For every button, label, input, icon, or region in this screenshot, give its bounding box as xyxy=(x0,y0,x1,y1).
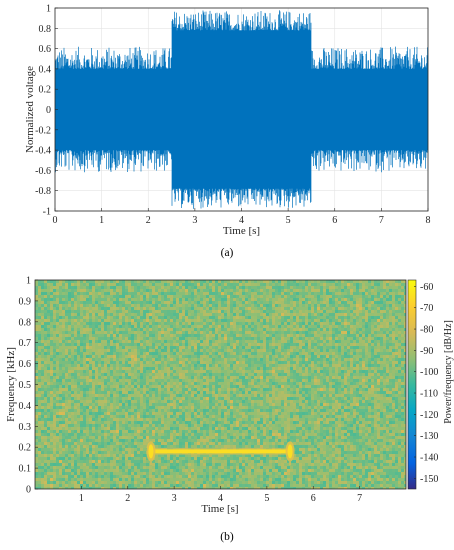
chart-b-tone-edge-1 xyxy=(287,444,293,459)
chart-a-y-axis-label: Normalized voltage xyxy=(24,66,36,153)
chart-b-noise-0 xyxy=(35,280,406,489)
chart-a-y-tick-label-5: 0 xyxy=(46,105,51,116)
chart-b-caption: (b) xyxy=(220,531,234,543)
chart-a-x-tick-label-7: 7 xyxy=(379,215,384,226)
chart-b-noise-1 xyxy=(35,280,406,489)
chart-b-y-tick-label-10: 1 xyxy=(26,276,31,287)
chart-a-y-tick-label-6: 0.2 xyxy=(39,85,52,96)
chart-b-y-tick-label-3: 0.3 xyxy=(19,422,32,433)
chart-b-tone-edge-0 xyxy=(148,444,154,459)
chart-a-x-tick-label-0: 0 xyxy=(53,215,58,226)
colorbar-tick-label-3: -90 xyxy=(420,346,433,357)
chart-b-x-tick-label-1: 2 xyxy=(125,493,130,504)
chart-a-x-ticks: 0 1 2 3 4 5 6 7 8 xyxy=(53,208,431,226)
chart-b-y-tick-label-4: 0.4 xyxy=(19,401,32,412)
chart-b-noise-5 xyxy=(35,280,406,489)
chart-b-y-tick-label-0: 0 xyxy=(26,485,31,496)
colorbar-tick-label-7: -130 xyxy=(420,431,438,442)
chart-a-y-tick-label-8: 0.6 xyxy=(39,44,52,55)
chart-b-spectrogram: 0 0.1 0.2 0.3 0.4 0.5 0.6 0.7 0.8 0.9 1 1 2 3 4 5 6 7 Ti… xyxy=(5,276,454,544)
chart-b-x-tick-label-2: 3 xyxy=(172,493,177,504)
chart-b-heatmap xyxy=(35,280,406,489)
chart-b-x-tick-label-5: 6 xyxy=(311,493,316,504)
chart-a-y-tick-label-2: -0.6 xyxy=(35,166,51,177)
colorbar-label: Power/frequency [dB/Hz] xyxy=(443,320,454,424)
colorbar-tick-label-8: -140 xyxy=(420,453,438,464)
chart-b-y-ticks: 0 0.1 0.2 0.3 0.4 0.5 0.6 0.7 0.8 0.9 1 xyxy=(19,276,38,496)
chart-a-y-tick-label-7: 0.4 xyxy=(39,64,52,75)
colorbar-tick-label-9: -150 xyxy=(420,474,438,485)
colorbar-tick-label-1: -70 xyxy=(420,303,433,314)
chart-b-noise-6 xyxy=(35,280,406,489)
chart-a-x-tick-label-4: 4 xyxy=(239,215,244,226)
chart-a-waveform-series xyxy=(55,10,428,209)
chart-a-x-tick-label-5: 5 xyxy=(286,215,291,226)
chart-b-x-tick-label-3: 4 xyxy=(218,493,223,504)
colorbar-tick-label-2: -80 xyxy=(420,325,433,336)
chart-b-y-axis-label: Frequency [kHz] xyxy=(5,347,17,422)
colorbar xyxy=(407,279,417,490)
chart-b-y-tick-label-2: 0.2 xyxy=(19,443,32,454)
chart-a-x-tick-label-8: 8 xyxy=(426,215,431,226)
colorbar-tick-label-0: -60 xyxy=(420,282,433,293)
chart-b-noise-14 xyxy=(35,280,406,489)
chart-a-x-tick-label-1: 1 xyxy=(99,215,104,226)
chart-b-y-tick-label-1: 0.1 xyxy=(19,464,32,475)
chart-b-y-tick-label-5: 0.5 xyxy=(19,380,32,391)
chart-b-tone-line xyxy=(150,449,291,454)
chart-b-tone-edge-tail-0 xyxy=(149,460,152,466)
chart-b-noise-22 xyxy=(62,283,404,489)
chart-b-noise-19 xyxy=(38,283,406,489)
chart-b-tone xyxy=(146,441,295,466)
chart-b-tone-edge-tail-1 xyxy=(289,460,292,466)
chart-a-series-line xyxy=(55,10,428,209)
chart-a-y-tick-label-1: -0.8 xyxy=(35,186,51,197)
chart-a-y-tick-label-9: 0.8 xyxy=(39,24,52,35)
chart-a-x-tick-label-6: 6 xyxy=(332,215,337,226)
chart-a-y-ticks: -1 -0.8 -0.6 -0.4 -0.2 0 0.2 0.4 0.6 0.8 1 xyxy=(35,4,58,218)
chart-b-y-tick-label-6: 0.6 xyxy=(19,359,32,370)
chart-b-y-tick-label-9: 0.9 xyxy=(19,296,32,307)
chart-b-x-tick-label-4: 5 xyxy=(264,493,269,504)
chart-b-x-ticks: 1 2 3 4 5 6 7 xyxy=(79,486,362,504)
chart-a-waveform: -1 -0.8 -0.6 -0.4 -0.2 0 0.2 0.4 0.6 0.8 1 0 1 2 3 4 5 6… xyxy=(24,4,431,260)
chart-b-x-tick-label-6: 7 xyxy=(357,493,362,504)
chart-a-caption: (a) xyxy=(221,247,234,259)
chart-a-y-tick-label-10: 1 xyxy=(46,4,51,15)
colorbar-tick-label-5: -110 xyxy=(420,389,438,400)
chart-b-y-tick-label-8: 0.8 xyxy=(19,317,32,328)
chart-b-x-tick-label-0: 1 xyxy=(79,493,84,504)
chart-a-y-tick-label-0: -1 xyxy=(43,207,51,218)
chart-a-x-tick-label-3: 3 xyxy=(192,215,197,226)
chart-b-noise-7 xyxy=(35,280,406,489)
colorbar-tick-label-4: -100 xyxy=(420,367,438,378)
chart-b-x-axis-label: Time [s] xyxy=(201,503,238,515)
chart-b-noise-8 xyxy=(35,280,406,489)
chart-b-noise-2 xyxy=(35,280,406,489)
chart-a-y-tick-label-3: -0.4 xyxy=(35,146,51,157)
chart-a-x-tick-label-2: 2 xyxy=(146,215,151,226)
chart-b-y-tick-label-7: 0.7 xyxy=(19,338,32,349)
chart-a-y-tick-label-4: -0.2 xyxy=(35,125,51,136)
colorbar-tick-label-6: -120 xyxy=(420,410,438,421)
chart-a-x-axis-label: Time [s] xyxy=(223,225,260,237)
colorbar-ticks: -60 -70 -80 -90 -100 -110 -120 -130 -140 -150 xyxy=(414,282,438,485)
